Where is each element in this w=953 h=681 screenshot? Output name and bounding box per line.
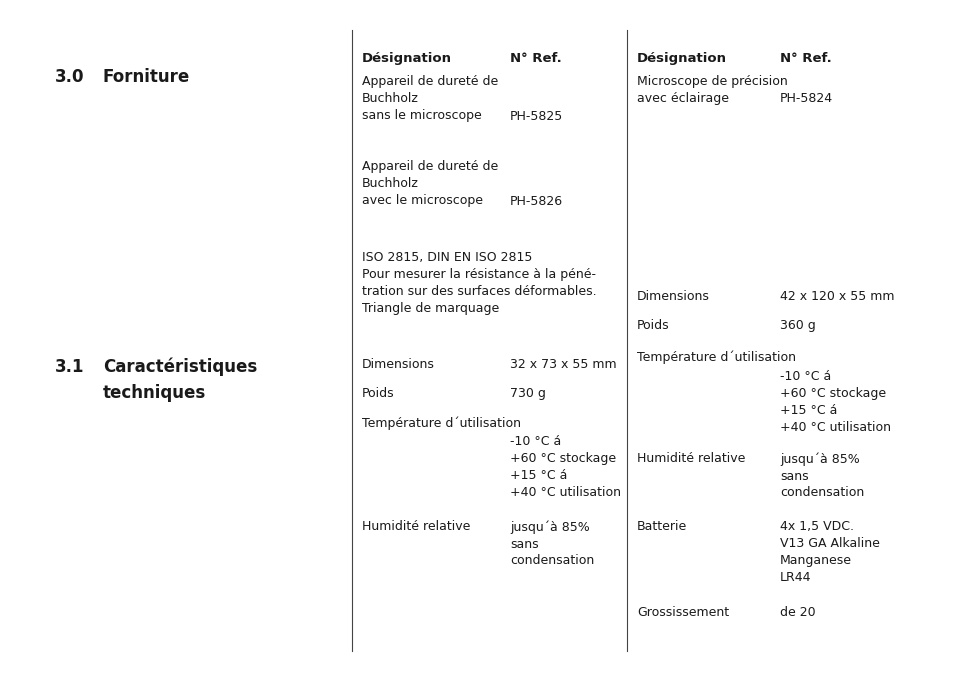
Text: Grossissement: Grossissement bbox=[637, 606, 728, 619]
Text: -10 °C á
+60 °C stockage
+15 °C á
+40 °C utilisation: -10 °C á +60 °C stockage +15 °C á +40 °C… bbox=[510, 435, 620, 499]
Text: ISO 2815, DIN EN ISO 2815
Pour mesurer la résistance à la péné-
tration sur des : ISO 2815, DIN EN ISO 2815 Pour mesurer l… bbox=[361, 251, 596, 315]
Text: Dimensions: Dimensions bbox=[637, 290, 709, 303]
Text: PH-5824: PH-5824 bbox=[780, 93, 832, 106]
Text: 3.0: 3.0 bbox=[55, 68, 85, 86]
Text: Poids: Poids bbox=[637, 319, 669, 332]
Text: jusqu´à 85%
sans
condensation: jusqu´à 85% sans condensation bbox=[510, 520, 594, 567]
Text: -10 °C á
+60 °C stockage
+15 °C á
+40 °C utilisation: -10 °C á +60 °C stockage +15 °C á +40 °C… bbox=[780, 370, 890, 434]
Text: N° Ref.: N° Ref. bbox=[780, 52, 831, 65]
Text: Batterie: Batterie bbox=[637, 520, 686, 533]
Text: PH-5825: PH-5825 bbox=[510, 110, 562, 123]
Text: 32 x 73 x 55 mm: 32 x 73 x 55 mm bbox=[510, 358, 616, 371]
Text: Appareil de dureté de
Buchholz
avec le microscope: Appareil de dureté de Buchholz avec le m… bbox=[361, 160, 497, 207]
Text: Désignation: Désignation bbox=[361, 52, 452, 65]
Text: jusqu´à 85%
sans
condensation: jusqu´à 85% sans condensation bbox=[780, 452, 863, 499]
Text: Caractéristiques
techniques: Caractéristiques techniques bbox=[103, 358, 257, 402]
Text: 3.1: 3.1 bbox=[55, 358, 85, 376]
Text: Humidité relative: Humidité relative bbox=[361, 520, 470, 533]
Text: Forniture: Forniture bbox=[103, 68, 190, 86]
Text: Microscope de précision
avec éclairage: Microscope de précision avec éclairage bbox=[637, 75, 787, 105]
Text: 730 g: 730 g bbox=[510, 387, 545, 400]
Text: 360 g: 360 g bbox=[780, 319, 815, 332]
Text: Poids: Poids bbox=[361, 387, 395, 400]
Text: Appareil de dureté de
Buchholz
sans le microscope: Appareil de dureté de Buchholz sans le m… bbox=[361, 75, 497, 122]
Text: N° Ref.: N° Ref. bbox=[510, 52, 561, 65]
Text: 4x 1,5 VDC.
V13 GA Alkaline
Manganese
LR44: 4x 1,5 VDC. V13 GA Alkaline Manganese LR… bbox=[780, 520, 879, 584]
Text: de 20: de 20 bbox=[780, 606, 815, 619]
Text: Désignation: Désignation bbox=[637, 52, 726, 65]
Text: 42 x 120 x 55 mm: 42 x 120 x 55 mm bbox=[780, 290, 894, 303]
Text: Humidité relative: Humidité relative bbox=[637, 452, 744, 465]
Text: Température d´utilisation: Température d´utilisation bbox=[637, 350, 795, 364]
Text: Dimensions: Dimensions bbox=[361, 358, 435, 371]
Text: PH-5826: PH-5826 bbox=[510, 195, 562, 208]
Text: Température d´utilisation: Température d´utilisation bbox=[361, 416, 520, 430]
